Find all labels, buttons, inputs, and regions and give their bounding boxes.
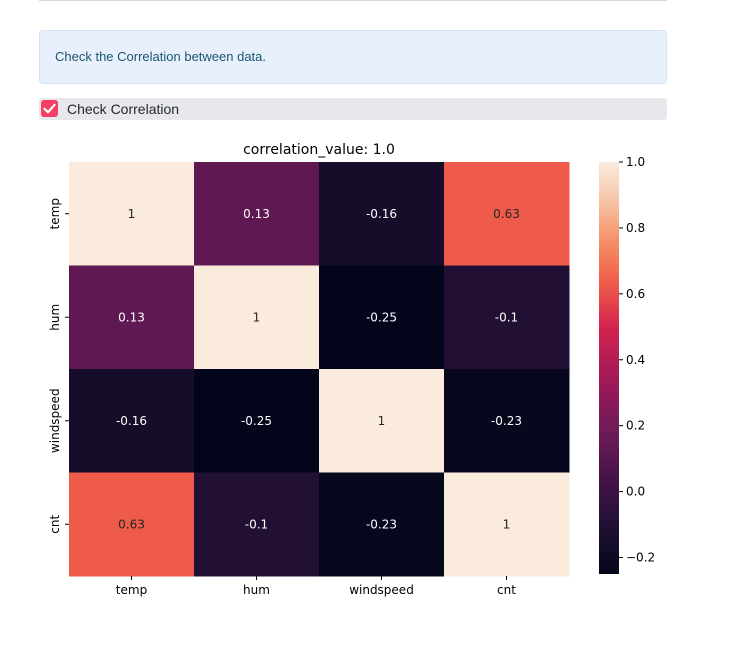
- cell-annotation: -0.1: [245, 517, 268, 531]
- heatmap-cell: [194, 265, 320, 370]
- cell-annotation: 1: [253, 310, 261, 324]
- heatmap-cell: [319, 265, 445, 370]
- heatmap-cell: [319, 369, 445, 473]
- y-tick-label: hum: [48, 304, 62, 331]
- info-text: Check the Correlation between data.: [55, 49, 267, 64]
- cell-annotation: -0.16: [366, 207, 397, 221]
- heatmap-cell: [319, 162, 445, 266]
- y-tick-label: windspeed: [48, 388, 62, 453]
- colorbar-tick-label: 0.4: [626, 353, 645, 367]
- y-tick-label: temp: [48, 198, 62, 229]
- cell-annotation: 1: [128, 207, 136, 221]
- x-tick-label: hum: [243, 583, 270, 597]
- cell-annotation: 0.63: [493, 207, 520, 221]
- heatmap-cell: [194, 472, 320, 577]
- cell-annotation: -0.23: [366, 517, 397, 531]
- heatmap-cell: [69, 369, 195, 473]
- cell-annotation: 0.63: [118, 517, 145, 531]
- colorbar-tick-label: −0.2: [626, 551, 655, 565]
- cell-annotation: 1: [503, 517, 511, 531]
- correlation-heatmap: correlation_value: 1.0 1 0.13 -0.16 0.63 0.13…: [48, 142, 655, 597]
- heatmap-cell: [444, 162, 570, 266]
- x-tick-label: temp: [116, 583, 147, 597]
- heatmap-cell: [69, 265, 195, 370]
- heatmap-cell: [194, 369, 320, 473]
- checkmark-icon: [43, 103, 56, 114]
- colorbar-tick-label: 1.0: [626, 155, 645, 169]
- heatmap-cell: [444, 472, 570, 577]
- cell-annotation: 1: [378, 414, 386, 428]
- check-correlation-checkbox[interactable]: [41, 100, 58, 117]
- top-divider: [39, 0, 667, 1]
- cell-annotation: -0.25: [366, 310, 397, 324]
- chart-title: correlation_value: 1.0: [243, 142, 395, 158]
- check-correlation-row[interactable]: Check Correlation: [39, 98, 667, 120]
- colorbar-tick-label: 0.8: [626, 221, 645, 235]
- cell-annotation: 0.13: [118, 310, 145, 324]
- colorbar: [599, 162, 619, 574]
- cell-annotation: 0.13: [243, 207, 270, 221]
- cell-annotation: -0.1: [495, 310, 518, 324]
- heatmap-cell: [444, 265, 570, 370]
- x-tick-label: cnt: [497, 583, 516, 597]
- cell-annotation: -0.16: [116, 414, 147, 428]
- heatmap-cell: [69, 472, 195, 577]
- heatmap-cell: [319, 472, 445, 577]
- heatmap-cell: [194, 162, 320, 266]
- check-correlation-label: Check Correlation: [67, 101, 180, 117]
- y-tick-label: cnt: [48, 515, 62, 534]
- colorbar-tick-label: 0.6: [626, 287, 645, 301]
- cell-annotation: -0.23: [491, 414, 522, 428]
- heatmap-cell: [69, 162, 195, 266]
- x-tick-label: windspeed: [349, 583, 414, 597]
- info-alert: Check the Correlation between data.: [39, 30, 667, 84]
- cell-annotation: -0.25: [241, 414, 272, 428]
- heatmap-cell: [444, 369, 570, 473]
- colorbar-tick-label: 0.0: [626, 485, 645, 499]
- colorbar-tick-label: 0.2: [626, 419, 645, 433]
